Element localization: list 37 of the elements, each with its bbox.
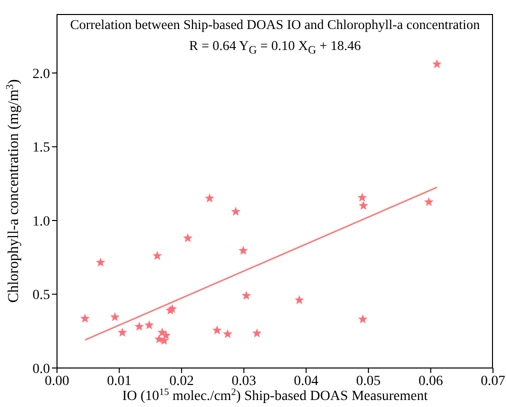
point bbox=[294, 295, 304, 304]
y-tick-label: 1.0 bbox=[32, 214, 50, 230]
point bbox=[134, 322, 144, 331]
point bbox=[424, 197, 434, 206]
point bbox=[80, 314, 90, 323]
point bbox=[118, 328, 128, 337]
x-tick-label: 0.07 bbox=[480, 374, 506, 389]
point bbox=[242, 290, 252, 300]
text: R = 0.64 Y$_{G}$ = 0.10 X$_{G}$ + 18.46 bbox=[188, 38, 362, 57]
point bbox=[238, 246, 248, 255]
point bbox=[144, 320, 154, 330]
point bbox=[231, 206, 241, 216]
x-tick-label: 0.01 bbox=[107, 374, 132, 389]
x-tick-label: 0.04 bbox=[294, 374, 318, 389]
point bbox=[96, 258, 106, 267]
point bbox=[183, 233, 193, 242]
point bbox=[252, 328, 262, 338]
x-tick-label: 0.06 bbox=[418, 374, 443, 389]
point bbox=[358, 314, 368, 324]
point bbox=[212, 325, 222, 334]
point bbox=[358, 200, 368, 210]
point bbox=[204, 193, 214, 202]
chart-title: Correlation between Ship-based DOAS IO and Chlorophyll-a concentration bbox=[69, 17, 481, 33]
y-tick-label: 2.0 bbox=[32, 66, 50, 82]
y-tick-label: 0.5 bbox=[32, 288, 50, 304]
x-tick-label: 0.03 bbox=[232, 374, 256, 389]
y-tick-label: 1.5 bbox=[32, 140, 50, 156]
point bbox=[152, 250, 162, 260]
point bbox=[154, 334, 164, 344]
x-axis-title: IO (10$^{15}$ molec./cm$^{2}$) Ship-based DOAS Measurement bbox=[122, 386, 428, 404]
point bbox=[161, 330, 171, 340]
x-tick-label: 0.02 bbox=[169, 374, 194, 389]
point bbox=[432, 59, 442, 68]
point bbox=[357, 192, 367, 202]
point bbox=[110, 312, 120, 322]
x-tick-label: 0.05 bbox=[356, 374, 381, 389]
point bbox=[222, 329, 232, 338]
